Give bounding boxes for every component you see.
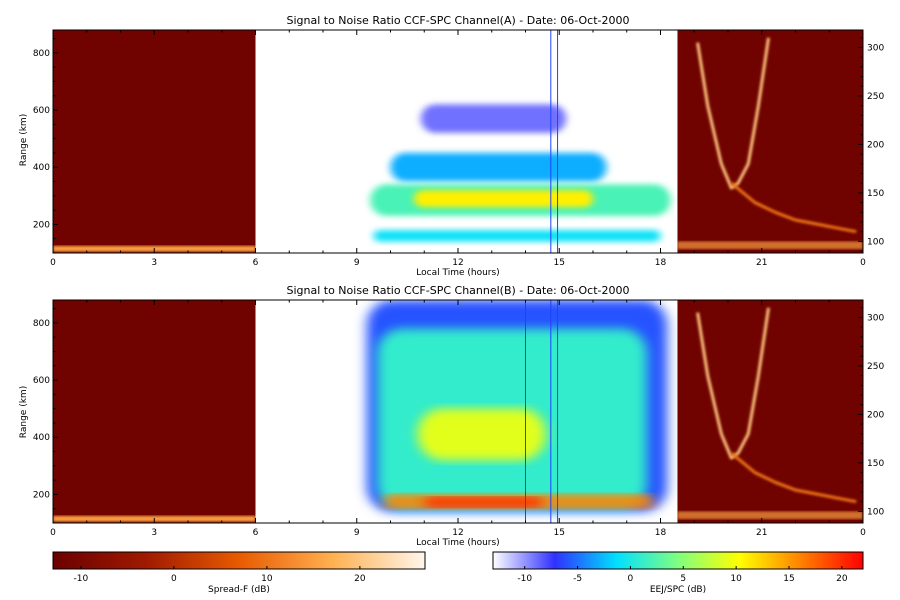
colorbar-eej-bar (492, 551, 864, 570)
x-tick-label: 3 (151, 528, 157, 538)
echo-region (420, 104, 566, 133)
y2-tick-label: 200 (867, 140, 884, 150)
x-tick-label: 9 (354, 258, 360, 268)
y2-tick-label: 300 (867, 43, 884, 53)
echo-band (677, 241, 863, 250)
x-tick-label: 0 (860, 258, 866, 268)
colorbar-spread-f: -10 0 10 20 Spread-F (dB) (52, 551, 426, 595)
segment-spread_f (677, 300, 863, 523)
segment-spread_f (53, 300, 256, 523)
spread-f-trace (730, 182, 857, 234)
echo-region (424, 497, 543, 508)
x-tick-label: 12 (452, 258, 463, 268)
colorbar-tick-label: -10 (517, 574, 532, 584)
x-tick-label: 0 (50, 528, 56, 538)
y2-tick-label: 150 (867, 459, 884, 469)
segment-spread_f (53, 30, 256, 253)
y2-tick-label: 100 (867, 507, 884, 517)
panel-b-ylabel: Range (km) (19, 386, 29, 438)
colorbar-eej: -10 -5 0 5 10 15 20 EEJ/SPC (dB) (492, 551, 864, 595)
x-tick-label: 12 (452, 528, 463, 538)
colorbar-spread-f-ticks: -10 0 10 20 (74, 566, 366, 584)
panel-a-title: Signal to Noise Ratio CCF-SPC Channel(A)… (286, 14, 629, 27)
colorbar-tick-label: 20 (354, 574, 366, 584)
segment-eej (255, 300, 678, 523)
x-tick-label: 6 (253, 528, 259, 538)
segment-background (255, 30, 678, 253)
panel-b-title: Signal to Noise Ratio CCF-SPC Channel(B)… (286, 284, 629, 297)
panel-a-axes: 0 3 6 9 12 15 18 21 0 200 400 600 800 100 150 200 250 300 (33, 29, 884, 268)
y-tick-label: 600 (33, 106, 50, 116)
y-tick-label: 200 (33, 490, 50, 500)
y-tick-label: 400 (33, 433, 50, 443)
segment-background (53, 300, 256, 523)
x-tick-label: 15 (554, 528, 565, 538)
colorbar-spread-f-bar (52, 551, 426, 570)
y-tick-label: 200 (33, 220, 50, 230)
x-tick-label: 3 (151, 258, 157, 268)
colorbar-tick-label: -5 (573, 574, 582, 584)
echo-region (390, 152, 607, 182)
colorbar-eej-label: EEJ/SPC (dB) (650, 585, 706, 595)
segment-background (53, 30, 256, 253)
panel-a-plot (53, 30, 863, 253)
segment-background (677, 30, 863, 253)
segment-spread_f (677, 30, 863, 253)
y-tick-label: 400 (33, 163, 50, 173)
colorbar-spread-f-label: Spread-F (dB) (208, 585, 270, 595)
echo-band (677, 511, 863, 520)
y2-tick-label: 150 (867, 189, 884, 199)
x-tick-label: 18 (655, 258, 667, 268)
panel-a-xlabel: Local Time (hours) (416, 268, 499, 278)
spread-f-trace (730, 452, 857, 504)
x-tick-label: 18 (655, 528, 667, 538)
segment-background (677, 300, 863, 523)
y2-tick-label: 250 (867, 362, 884, 372)
echo-region (414, 190, 593, 208)
panel-b-xlabel: Local Time (hours) (416, 538, 499, 548)
panel-b-plot (53, 300, 863, 523)
y2-tick-label: 300 (867, 313, 884, 323)
x-tick-label: 9 (354, 528, 360, 538)
panel-a-ylabel: Range (km) (19, 114, 29, 166)
colorbar-tick-label: 0 (171, 574, 177, 584)
colorbar-tick-label: 5 (680, 574, 686, 584)
y2-tick-label: 250 (867, 92, 884, 102)
y-tick-label: 600 (33, 376, 50, 386)
x-tick-label: 0 (860, 528, 866, 538)
colorbar-tick-label: 10 (261, 574, 273, 584)
colorbar-tick-label: 0 (628, 574, 634, 584)
echo-region (417, 408, 546, 461)
colorbar-tick-label: 15 (783, 574, 794, 584)
echo-region (373, 230, 661, 242)
y2-tick-label: 200 (867, 410, 884, 420)
x-tick-label: 21 (756, 258, 767, 268)
y-tick-label: 800 (33, 319, 50, 329)
x-tick-label: 0 (50, 258, 56, 268)
y2-tick-label: 100 (867, 237, 884, 247)
panel-a: Signal to Noise Ratio CCF-SPC Channel(A)… (19, 14, 884, 278)
colorbar-tick-label: 10 (730, 574, 742, 584)
y-tick-label: 800 (33, 49, 50, 59)
colorbar-tick-label: 20 (836, 574, 848, 584)
panel-b-axes: 0 3 6 9 12 15 18 21 0 200 400 600 800 100 150 200 250 300 (33, 299, 884, 538)
colorbar-tick-label: -10 (74, 574, 89, 584)
x-tick-label: 15 (554, 258, 565, 268)
panel-b: Signal to Noise Ratio CCF-SPC Channel(B)… (19, 284, 884, 548)
colorbar-eej-ticks: -10 -5 0 5 10 15 20 (517, 566, 848, 584)
x-tick-label: 6 (253, 258, 259, 268)
x-tick-label: 21 (756, 528, 767, 538)
segment-eej (255, 30, 678, 253)
